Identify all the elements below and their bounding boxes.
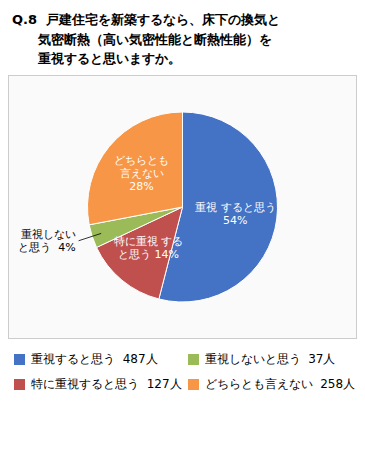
svg-text:重視 すると思う54%: 重視 すると思う54%: [195, 200, 276, 226]
html-text:特に重視すると思う 127人: 特に重視すると思う 127人: [31, 376, 182, 391]
svg-text:特に重視 すると思う 14%: 特に重視 すると思う 14%: [114, 234, 184, 260]
svg-text:どちらとも言えない28%: どちらとも言えない28%: [114, 153, 169, 192]
html-text:Q.8 戸建住宅を新築するなら、床下の換気と 気密断熱（高い: Q.8 戸建住宅を新築するなら、床下の換気と 気密断熱（高い気密性能と断熱性能）…: [12, 12, 281, 66]
html-text:重視しないと思う 37人: 重視しないと思う 37人: [204, 351, 336, 366]
html-text:重視すると思う 487人: 重視すると思う 487人: [31, 351, 158, 366]
html-text:どちらとも言えない 258人: どちらとも言えない 258人: [204, 376, 356, 391]
svg-text:重視しないと思う 4%: 重視しないと思う 4%: [18, 227, 75, 253]
